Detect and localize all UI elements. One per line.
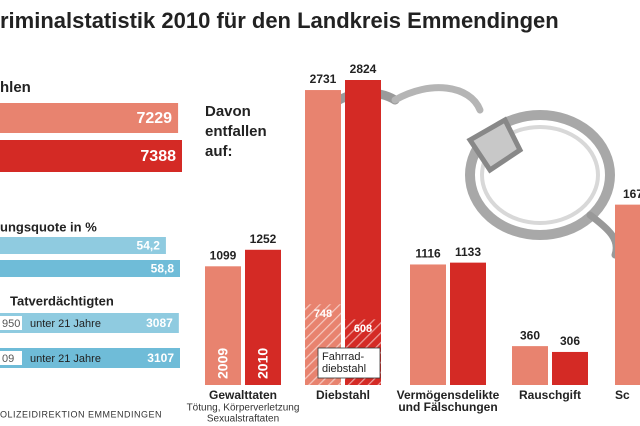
title: riminalstatistik 2010 für den Landkreis … xyxy=(0,8,559,33)
inner-note: unter 21 Jahre xyxy=(30,318,101,330)
bar xyxy=(0,348,180,368)
value-label: 1116 xyxy=(415,247,441,261)
value-label: 306 xyxy=(560,334,580,348)
panel-title: Davon xyxy=(205,103,251,120)
value-label: 360 xyxy=(520,328,540,342)
inner-note: unter 21 Jahre xyxy=(30,353,101,365)
sub-value-label: 608 xyxy=(354,323,372,335)
source: OLIZEIDIREKTION EMMENDINGEN xyxy=(0,409,162,419)
value-label: 58,8 xyxy=(151,262,175,276)
inner-box xyxy=(0,351,22,365)
bar xyxy=(0,237,166,254)
value-label: 2824 xyxy=(350,62,377,76)
category-sublabel: Tötung, Körperverletzung xyxy=(187,403,300,414)
inner-label: 09 xyxy=(2,353,14,365)
category-label: Rauschgift xyxy=(519,388,581,402)
panel-title: auf: xyxy=(205,143,233,160)
value-label: 1099 xyxy=(210,248,237,262)
bar xyxy=(0,140,182,172)
category-sublabel: Sexualstraftaten xyxy=(207,414,279,425)
value-label: 1133 xyxy=(455,245,481,259)
category-label: Sc xyxy=(615,388,630,402)
sub-category-box xyxy=(317,347,381,379)
bar xyxy=(0,260,180,277)
panel-title: Tatverdächtigten xyxy=(10,293,114,308)
value-label: 1252 xyxy=(250,232,277,246)
bar xyxy=(205,266,241,385)
sub-category-label: diebstahl xyxy=(322,363,366,375)
bar xyxy=(615,204,640,385)
value-label: 2731 xyxy=(310,72,337,86)
year-label: 2009 xyxy=(215,348,231,379)
panel-title: entfallen xyxy=(205,123,267,140)
bar xyxy=(410,264,446,385)
category-label: Gewalttaten xyxy=(209,388,277,402)
category-label: Diebstahl xyxy=(316,388,370,402)
value-label: 3107 xyxy=(147,351,174,365)
bar xyxy=(552,351,588,385)
panel-title: ungsquote in % xyxy=(0,219,97,234)
bar xyxy=(0,313,179,333)
year-label: 2010 xyxy=(255,348,271,379)
bar xyxy=(450,262,486,385)
bar xyxy=(245,249,281,385)
value-label: 7388 xyxy=(140,148,176,165)
value-label: 3087 xyxy=(146,316,173,330)
category-label: und Fälschungen xyxy=(398,400,497,414)
sub-value-label: 748 xyxy=(314,308,332,320)
value-label: 167 xyxy=(623,187,640,201)
sub-category-label: Fahrrad- xyxy=(322,351,365,363)
inner-box xyxy=(0,316,22,330)
value-label: 7229 xyxy=(136,110,172,127)
panel-title: hlen xyxy=(0,79,31,96)
category-label: Vermögensdelikte xyxy=(397,388,500,402)
inner-label: 950 xyxy=(2,318,20,330)
bar xyxy=(512,346,548,385)
value-label: 54,2 xyxy=(137,239,161,253)
bar xyxy=(0,103,179,133)
